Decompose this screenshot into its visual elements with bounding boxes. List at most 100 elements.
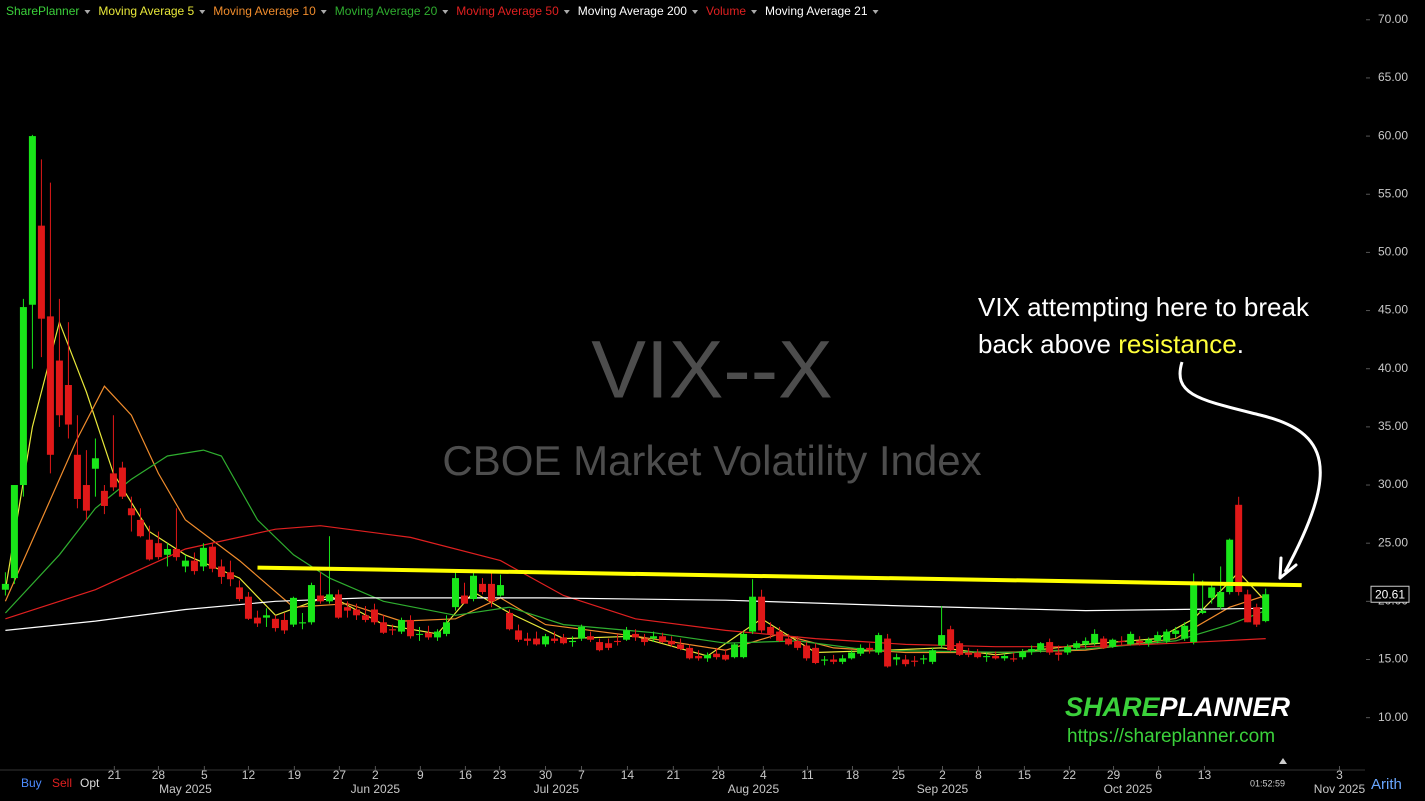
legend-entry[interactable]: Moving Average 50 [456, 4, 559, 18]
candle-body [1091, 633, 1099, 644]
candle-body [262, 615, 270, 618]
candle-body [1109, 639, 1117, 647]
candle-body [740, 633, 748, 658]
candle-body [803, 645, 811, 659]
candle-body [596, 642, 604, 651]
logo: SHAREPLANNER [1065, 692, 1291, 722]
y-tick-label: 70.00 [1378, 12, 1408, 26]
opt-button[interactable]: Opt [80, 776, 100, 790]
candle-body [641, 638, 649, 643]
logo-part: PLANNER [1160, 692, 1291, 722]
x-tick-label: 9 [417, 768, 424, 782]
legend-menu [563, 10, 570, 14]
y-tick-label: 30.00 [1378, 477, 1408, 491]
candle-body [524, 638, 532, 641]
scale-mode[interactable]: Arith [1371, 776, 1402, 793]
candle-body [1118, 640, 1126, 643]
candle-body [983, 656, 991, 658]
candle-body [920, 658, 928, 660]
candle-body [686, 647, 694, 659]
candle-body [1100, 638, 1108, 648]
annotation-highlight: resistance [1118, 329, 1237, 359]
candle-body [866, 647, 874, 651]
candle-body [1037, 643, 1045, 651]
x-tick-label: 8 [975, 768, 982, 782]
candle-body [839, 658, 847, 662]
candle-body [100, 490, 108, 506]
candle-body [542, 636, 550, 645]
month-label: Sep 2025 [917, 782, 969, 796]
x-tick-label: 12 [242, 768, 256, 782]
legend-entry[interactable]: Moving Average 5 [98, 4, 194, 18]
candle-body [91, 458, 99, 469]
annotation-text: back above [978, 329, 1118, 359]
x-tick-label: 7 [578, 768, 585, 782]
candle-body [848, 652, 856, 659]
candle-body [289, 597, 297, 625]
candle-body [1127, 633, 1135, 645]
candle-body [659, 636, 667, 643]
legend-entry[interactable]: Moving Average 21 [765, 4, 868, 18]
candle-body [361, 615, 369, 620]
candle-body [127, 508, 135, 516]
legend-menu [199, 10, 206, 14]
candle-body [695, 656, 703, 659]
candle-body [875, 635, 883, 653]
candle-body [325, 594, 333, 602]
x-tick-label: 30 [539, 768, 553, 782]
x-tick-label: 23 [493, 768, 507, 782]
candle-body [244, 596, 252, 619]
candle-body [722, 654, 730, 660]
candle-body [82, 485, 90, 511]
plot-area [1, 134, 1302, 668]
candle-body [28, 136, 36, 305]
candle-body [109, 473, 117, 488]
legend-entry[interactable]: Moving Average 200 [578, 4, 688, 18]
candle-body [37, 225, 45, 319]
scroll-button[interactable] [1279, 758, 1287, 764]
candle-body [704, 654, 712, 659]
candle-body [442, 622, 450, 634]
candle-body [938, 635, 946, 646]
candle-body [1208, 587, 1216, 598]
candle-body [713, 653, 721, 658]
sell-button[interactable]: Sell [52, 776, 72, 790]
y-tick-label: 25.00 [1378, 535, 1408, 549]
candle-body [911, 660, 919, 662]
candle-body [587, 636, 595, 640]
month-label: Jun 2025 [351, 782, 401, 796]
y-tick-label: 40.00 [1378, 361, 1408, 375]
legend-menu [442, 10, 449, 14]
candle-body [632, 633, 640, 638]
y-tick-label: 35.00 [1378, 419, 1408, 433]
legend-entry[interactable]: Moving Average 10 [213, 4, 316, 18]
x-tick-label: 5 [201, 768, 208, 782]
candle-body [433, 631, 441, 638]
x-tick-label: 15 [1018, 768, 1032, 782]
candle-body [280, 619, 288, 631]
legend-entry[interactable]: Moving Average 20 [335, 4, 438, 18]
candle-body [451, 578, 459, 608]
candle-body [1136, 640, 1144, 644]
month-label: Jul 2025 [534, 782, 580, 796]
legend-entry[interactable]: SharePlanner [6, 4, 79, 18]
candle-body [64, 385, 72, 425]
candle-body [307, 585, 315, 623]
annotation-arrow [1178, 361, 1322, 573]
candle-body [569, 640, 577, 643]
candle-body [118, 467, 126, 497]
candle-body [1082, 640, 1090, 645]
candle-body [812, 647, 820, 663]
candle-body [1010, 658, 1018, 660]
x-tick-label: 28 [152, 768, 166, 782]
candle-body [731, 644, 739, 658]
candle-body [46, 316, 54, 455]
candle-body [1253, 607, 1261, 625]
candle-body [1235, 504, 1243, 593]
buy-button[interactable]: Buy [21, 776, 42, 790]
candle-body [1064, 646, 1072, 653]
annotation: back above resistance. [978, 329, 1244, 359]
x-tick-label: 16 [459, 768, 473, 782]
legend-entry[interactable]: Volume [706, 4, 746, 18]
